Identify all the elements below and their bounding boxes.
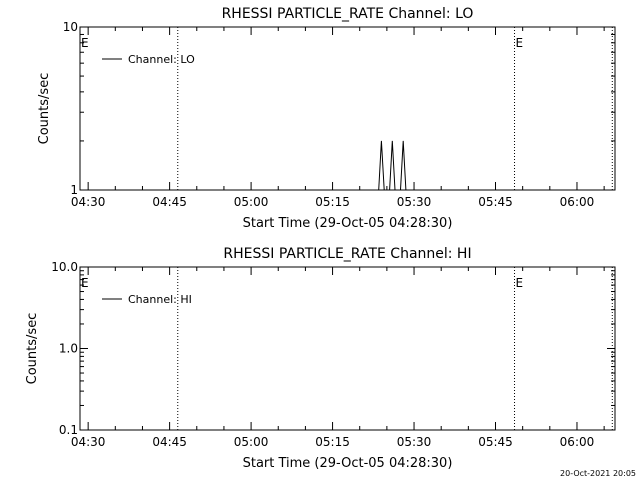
y-axis-label: Counts/sec <box>25 313 40 385</box>
event-marker-label: E <box>81 276 89 290</box>
x-tick-label: 06:00 <box>560 195 595 209</box>
chart-title: RHESSI PARTICLE_RATE Channel: LO <box>222 6 474 22</box>
chart-title: RHESSI PARTICLE_RATE Channel: HI <box>223 246 471 262</box>
x-tick-label: 05:30 <box>397 195 432 209</box>
x-tick-label: 05:00 <box>234 435 269 449</box>
y-tick-label: 10.0 <box>51 260 78 274</box>
x-tick-label: 04:45 <box>152 435 187 449</box>
x-tick-label: 04:45 <box>152 195 187 209</box>
x-tick-label: 05:15 <box>315 195 350 209</box>
x-tick-label: 05:00 <box>234 195 269 209</box>
x-tick-label: 05:15 <box>315 435 350 449</box>
x-tick-label: 04:30 <box>71 195 106 209</box>
y-tick-label: 1 <box>70 183 78 197</box>
x-axis-label: Start Time (29-Oct-05 04:28:30) <box>243 456 453 471</box>
legend-entry: Channel: HI <box>128 293 192 306</box>
series-line-channel-lo <box>378 140 409 191</box>
lo-channel-panel: RHESSI PARTICLE_RATE Channel: LO Start Ti… <box>37 6 616 231</box>
event-marker-label: E <box>81 36 89 50</box>
hi-channel-panel: RHESSI PARTICLE_RATE Channel: HI Start Ti… <box>25 246 616 471</box>
y-tick-label: 1.0 <box>59 342 78 356</box>
x-tick-label: 05:45 <box>478 435 513 449</box>
x-axis-label: Start Time (29-Oct-05 04:28:30) <box>243 216 453 231</box>
x-tick-label: 06:00 <box>560 435 595 449</box>
legend-entry: Channel: LO <box>128 53 195 66</box>
x-tick-label: 04:30 <box>71 435 106 449</box>
y-tick-label: 0.1 <box>59 423 78 437</box>
y-axis-label: Counts/sec <box>37 73 52 145</box>
x-tick-label: 05:30 <box>397 435 432 449</box>
footer-timestamp: 20-Oct-2021 20:05 <box>560 469 636 478</box>
event-marker-label: E <box>516 276 524 290</box>
x-tick-label: 05:45 <box>478 195 513 209</box>
y-tick-label: 10 <box>63 20 78 34</box>
event-marker-label: E <box>516 36 524 50</box>
